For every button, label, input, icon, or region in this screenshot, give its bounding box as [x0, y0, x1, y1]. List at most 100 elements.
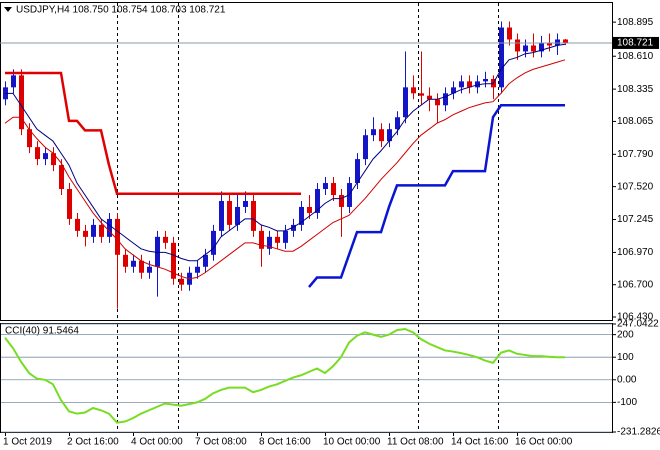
candle-body: [179, 278, 184, 285]
price-panel-frame: [0, 2, 613, 321]
x-tick-label: 11 Oct 08:00: [387, 437, 444, 448]
y-tick-label: 106.700: [617, 279, 654, 290]
candle-body: [499, 27, 504, 88]
y-tick-label: 107.245: [617, 214, 654, 225]
candle-body: [387, 129, 392, 142]
symbol-icon: [4, 7, 12, 12]
candle-body: [211, 230, 216, 255]
candle-body: [451, 87, 456, 94]
candle-body: [283, 230, 288, 243]
y-tick-label: 108.895: [617, 17, 654, 28]
candle-body: [219, 200, 224, 231]
candle-body: [75, 218, 80, 231]
candle-body: [139, 260, 144, 273]
current-price-label: 108.721: [617, 38, 654, 49]
candle-body: [11, 75, 16, 88]
candle-body: [331, 183, 336, 195]
candle-body: [91, 224, 96, 237]
candle-body: [163, 236, 168, 243]
x-tick-label: 14 Oct 16:00: [451, 437, 509, 448]
candle-body: [507, 27, 512, 40]
candle-body: [147, 266, 152, 273]
candle-body: [379, 129, 384, 142]
candle-body: [235, 206, 240, 225]
candle-body: [467, 81, 472, 88]
candle-body: [363, 135, 368, 160]
candle-body: [155, 236, 160, 267]
cci-line: [4, 327, 565, 424]
candle-body: [547, 43, 552, 46]
indicator-line: [4, 59, 566, 280]
candle-body: [307, 206, 312, 213]
candle-body: [251, 200, 256, 231]
indicator-line: [5, 43, 566, 262]
y-tick-label: 108.335: [617, 84, 654, 95]
candle-body: [203, 254, 208, 267]
chart-title: USDJPY,H4 108.750 108.754 108.703 108.72…: [16, 5, 226, 16]
candle-body: [299, 206, 304, 225]
candle-body: [227, 200, 232, 225]
candle-body: [267, 236, 272, 249]
candle-body: [59, 165, 64, 190]
candle-body: [371, 129, 376, 136]
indicator-title: CCI(40) 91.5464: [5, 326, 79, 337]
x-tick-label: 4 Oct 00:00: [131, 437, 183, 448]
indicator-line: [308, 104, 565, 288]
candle-body: [539, 43, 544, 52]
candle-body: [435, 99, 440, 106]
candle-body: [427, 95, 432, 100]
candle-body: [523, 45, 528, 52]
y-tick-label: -100: [617, 397, 637, 408]
candle-body: [19, 75, 24, 130]
candle-body: [131, 260, 136, 267]
y-tick-label: 108.610: [617, 51, 654, 62]
candle-body: [483, 78, 488, 82]
candle-body: [51, 153, 56, 166]
candle-body: [563, 39, 568, 43]
candle-body: [443, 93, 448, 106]
candle-body: [107, 218, 112, 237]
candle-body: [99, 224, 104, 237]
x-tick-label: 10 Oct 00:00: [323, 437, 381, 448]
candles: [3, 21, 568, 309]
y-tick-label: 106.970: [617, 247, 654, 258]
candle-body: [323, 183, 328, 190]
candle-body: [355, 159, 360, 184]
x-tick-label: 2 Oct 16:00: [67, 437, 119, 448]
candle-body: [123, 254, 128, 267]
y-tick-label: -231.2826: [617, 427, 660, 438]
candle-body: [475, 81, 480, 88]
candle-body: [43, 153, 48, 160]
y-tick-label: 107.520: [617, 181, 654, 192]
candle-body: [515, 39, 520, 52]
candle-body: [27, 129, 32, 148]
candle-body: [243, 200, 248, 207]
candle-body: [115, 218, 120, 255]
y-tick-label: 100: [617, 352, 634, 363]
cci-panel-frame: [0, 323, 613, 433]
candle-body: [259, 230, 264, 249]
candle-body: [171, 242, 176, 279]
candle-body: [403, 87, 408, 118]
x-tick-label: 7 Oct 08:00: [195, 437, 247, 448]
candle-body: [459, 81, 464, 88]
candle-body: [83, 230, 88, 237]
y-tick-label: 106.430: [617, 312, 654, 323]
y-tick-label: 0.00: [617, 374, 637, 385]
candle-body: [67, 189, 72, 219]
candle-body: [339, 194, 344, 207]
candle-body: [291, 224, 296, 231]
x-tick-label: 1 Oct 2019: [3, 437, 52, 448]
candle-body: [275, 236, 280, 243]
current-price-box: [613, 36, 659, 49]
candle-body: [395, 117, 400, 130]
x-tick-label: 16 Oct 00:00: [515, 437, 573, 448]
y-tick-label: 108.065: [617, 116, 654, 127]
candle-body: [195, 266, 200, 273]
candle-body: [35, 147, 40, 160]
candle-body: [411, 87, 416, 94]
y-tick-label: 200: [617, 329, 634, 340]
candle-body: [315, 189, 320, 213]
y-tick-label: 247.0422: [617, 319, 659, 330]
